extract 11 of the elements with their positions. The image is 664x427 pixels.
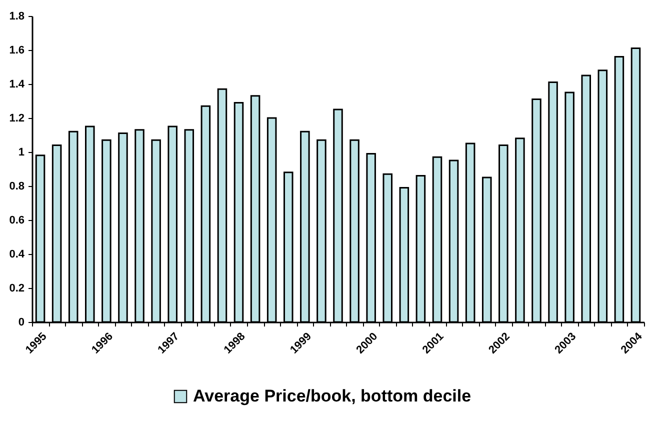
y-tick-label: 0 — [18, 316, 24, 328]
y-tick-label: 0.6 — [9, 214, 24, 226]
y-tick-label: 0.2 — [9, 282, 24, 294]
y-tick-label: 1.6 — [9, 44, 24, 56]
y-tick-label: 1 — [18, 146, 24, 158]
y-tick-label: 1.2 — [9, 112, 24, 124]
y-tick-label: 1.4 — [9, 78, 26, 90]
legend-label: Average Price/book, bottom decile — [193, 386, 472, 406]
y-tick-label: 1.8 — [9, 10, 24, 22]
y-tick-label: 0.4 — [9, 248, 26, 260]
y-tick-label: 0.8 — [9, 180, 24, 192]
